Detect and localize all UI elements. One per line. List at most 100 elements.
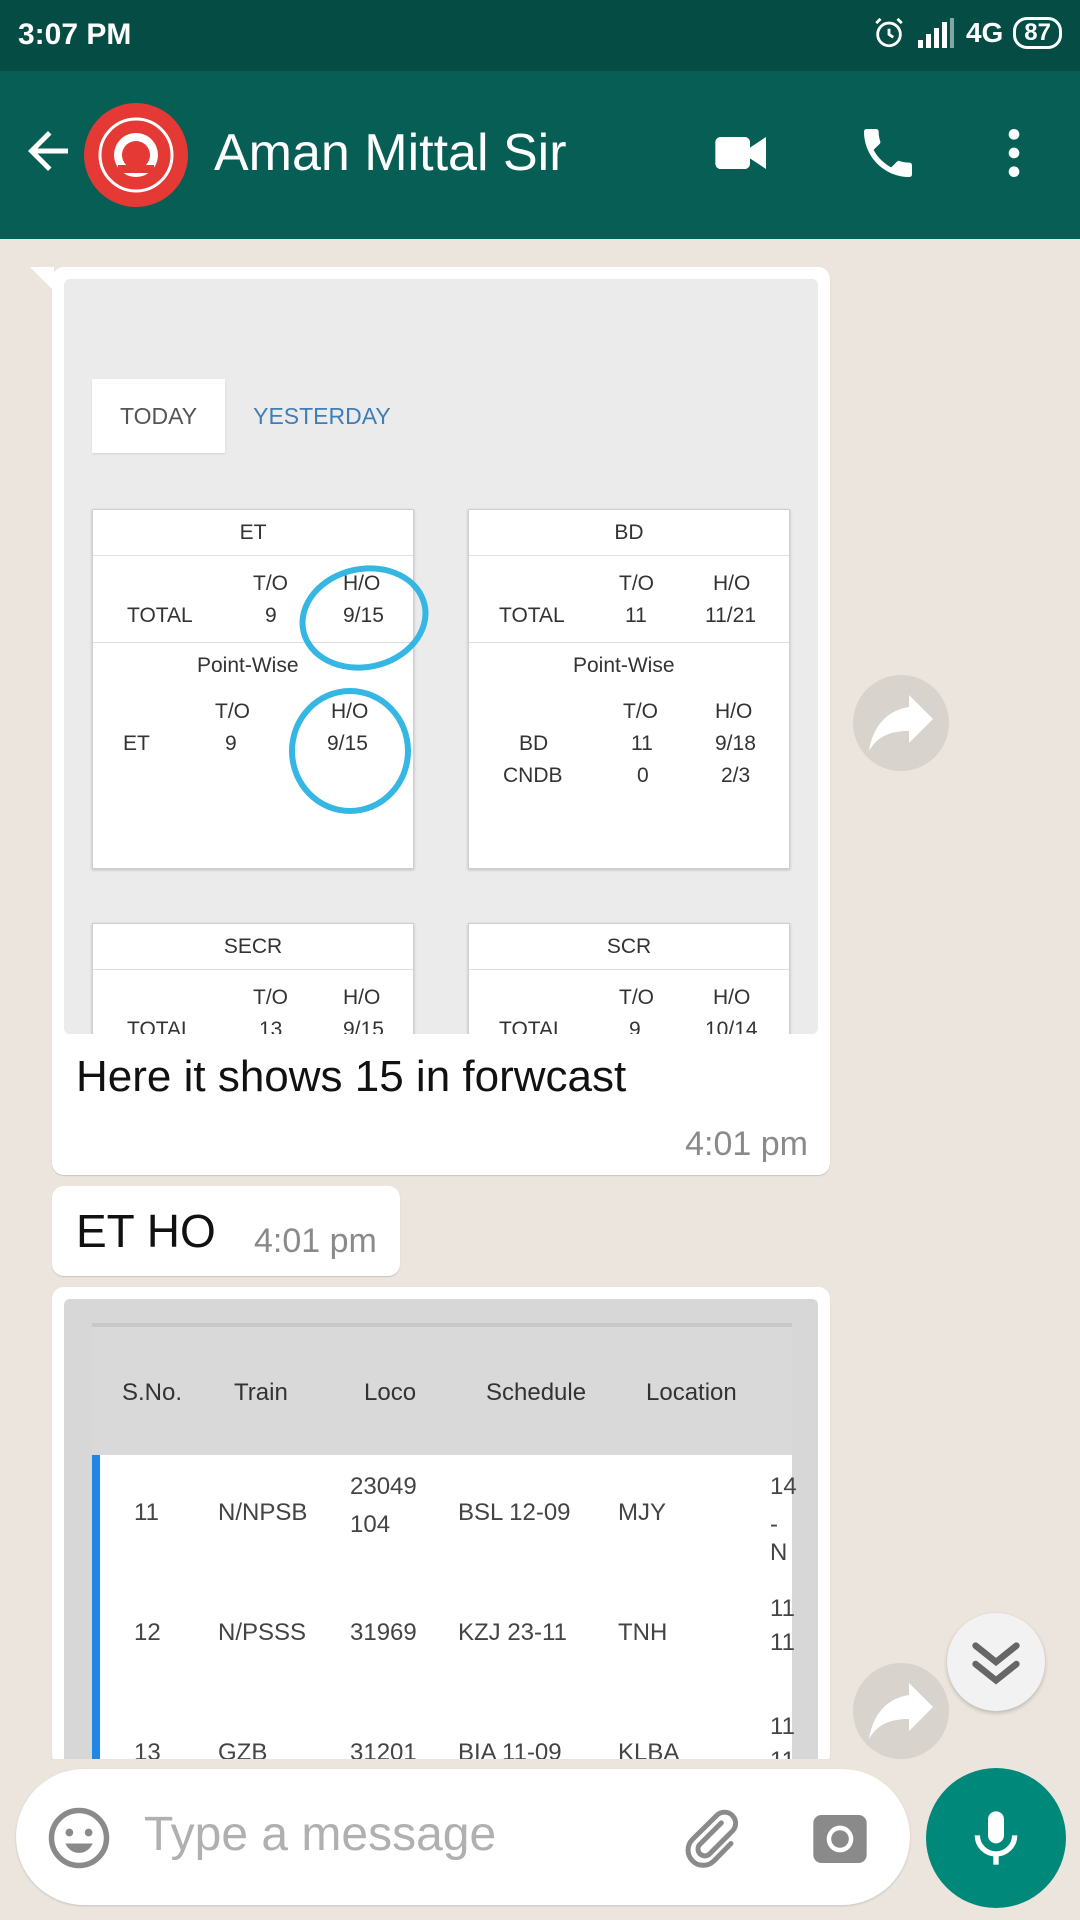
signal-icon [917, 18, 954, 48]
voice-message-button[interactable] [926, 1768, 1066, 1908]
cell-location: MJY [618, 1499, 666, 1526]
cell-schedule: BSL 12-09 [458, 1499, 571, 1526]
message-caption: Here it shows 15 in forwcast [76, 1052, 627, 1101]
cell-extra: 11 [770, 1595, 795, 1622]
card-scr: SCR T/O H/O TOTAL 9 10/14 [468, 923, 790, 1034]
col-header-to: T/O [253, 572, 288, 595]
attach-icon[interactable] [676, 1805, 742, 1871]
cell-schedule: KZJ 23-11 [458, 1619, 567, 1646]
row-name: BD [519, 732, 549, 755]
total-ho-value: 9/15 [343, 604, 384, 627]
row-name: CNDB [503, 764, 563, 787]
forward-icon [869, 1683, 933, 1739]
cell-train: N/NPSB [218, 1499, 308, 1526]
cell-sno: 13 [134, 1739, 161, 1759]
total-label: TOTAL [499, 1018, 565, 1034]
cell-loco: 31969 [350, 1619, 417, 1646]
more-options-icon[interactable] [982, 121, 1046, 185]
cell-extra-line2: -N [770, 1511, 788, 1566]
tab-yesterday: YESTERDAY [253, 403, 391, 429]
card-title: SECR [93, 924, 413, 970]
row-name: ET [123, 732, 150, 755]
total-label: TOTAL [499, 604, 565, 627]
cell-location: KLBA [618, 1739, 680, 1759]
highlight-circle [289, 553, 439, 683]
status-time: 3:07 PM [18, 18, 132, 51]
chat-area[interactable]: TODAY YESTERDAY ET T/O H/O TOTAL 9 9/15 … [0, 239, 1080, 1759]
pointwise-label: Point-Wise [197, 654, 299, 677]
chat-header: Aman Mittal Sir [0, 71, 1080, 239]
col-header-ho: H/O [343, 572, 381, 595]
network-type: 4G [965, 17, 1004, 48]
col-header-to: T/O [623, 700, 658, 723]
microphone-icon [974, 1811, 1018, 1865]
forward-button[interactable] [853, 1663, 949, 1759]
total-to-value: 9 [629, 1018, 641, 1034]
highlight-circle [289, 688, 411, 814]
cell-loco-line2: 104 [350, 1511, 391, 1538]
cell-location: TNH [618, 1619, 668, 1646]
forward-button[interactable] [853, 675, 949, 771]
cell-loco: 31201 [350, 1739, 417, 1759]
shared-image-table[interactable]: S.No. Train Loco Schedule Location 11 N/… [64, 1299, 818, 1759]
dashboard-tabs: TODAY YESTERDAY [92, 379, 419, 453]
battery-indicator: 87 [1013, 17, 1062, 49]
cell-extra-line2: 11 [770, 1747, 795, 1759]
card-title: BD [469, 510, 789, 556]
forward-icon [869, 695, 933, 751]
col-header-to: T/O [253, 986, 288, 1009]
table-header: S.No. Train Loco Schedule Location [92, 1323, 792, 1455]
col-schedule: Schedule [486, 1379, 587, 1406]
col-location: Location [646, 1379, 737, 1406]
col-header-to: T/O [619, 986, 654, 1009]
cell-train: N/PSSS [218, 1619, 307, 1646]
cell-train: GZB [218, 1739, 268, 1759]
message-bubble-text[interactable]: ET HO 4:01 pm [52, 1186, 400, 1276]
total-ho-value: 10/14 [705, 1018, 758, 1034]
total-ho-value: 11/21 [705, 604, 756, 627]
total-to-value: 9 [265, 604, 277, 627]
contact-name[interactable]: Aman Mittal Sir [214, 124, 567, 182]
train-table: S.No. Train Loco Schedule Location 11 N/… [92, 1323, 797, 1759]
row-to-value: 9 [225, 732, 237, 755]
status-icons: 4G 87 [872, 16, 1062, 50]
voice-call-icon[interactable] [856, 121, 920, 185]
cell-extra: 11 [770, 1713, 795, 1740]
col-header-ho: H/O [713, 986, 751, 1009]
pointwise-label: Point-Wise [573, 654, 675, 677]
row-ho-value: 9/18 [715, 732, 756, 755]
double-chevron-down-icon [972, 1642, 1020, 1685]
col-header-to: T/O [215, 700, 250, 723]
emoji-icon[interactable] [46, 1805, 112, 1871]
contact-avatar[interactable] [84, 103, 188, 207]
shared-image-dashboard[interactable]: TODAY YESTERDAY ET T/O H/O TOTAL 9 9/15 … [64, 279, 818, 1034]
col-sno: S.No. [122, 1379, 183, 1406]
col-header-to: T/O [619, 572, 654, 595]
message-bubble-image[interactable]: TODAY YESTERDAY ET T/O H/O TOTAL 9 9/15 … [30, 267, 830, 1175]
cell-schedule: BIA 11-09 [458, 1739, 562, 1759]
row-to-value: 11 [631, 732, 653, 755]
card-title: ET [93, 510, 413, 556]
alarm-icon [875, 17, 903, 48]
status-bar: 3:07 PM 4G 87 [0, 0, 1080, 71]
row-accent-bar [92, 1455, 100, 1759]
cell-sno: 11 [134, 1499, 159, 1526]
card-secr: SECR T/O H/O TOTAL 13 9/15 [92, 923, 414, 1034]
scroll-to-bottom-button[interactable] [947, 1613, 1045, 1711]
cell-sno: 12 [134, 1619, 161, 1646]
message-bubble-image[interactable]: S.No. Train Loco Schedule Location 11 N/… [52, 1287, 830, 1759]
total-ho-value: 9/15 [343, 1018, 384, 1034]
col-header-ho: H/O [713, 572, 751, 595]
back-arrow-icon[interactable] [18, 121, 78, 181]
col-train: Train [234, 1379, 288, 1406]
message-input[interactable]: Type a message [144, 1808, 497, 1861]
camera-icon[interactable] [808, 1807, 872, 1871]
message-composer: Type a message [16, 1769, 910, 1905]
row-to-value: 0 [637, 764, 649, 787]
cell-loco: 23049 [350, 1473, 417, 1500]
total-label: TOTAL [127, 1018, 193, 1034]
message-text: ET HO [76, 1205, 216, 1257]
video-call-icon[interactable] [710, 121, 774, 185]
tab-today: TODAY [92, 379, 226, 453]
total-to-value: 11 [625, 604, 647, 627]
